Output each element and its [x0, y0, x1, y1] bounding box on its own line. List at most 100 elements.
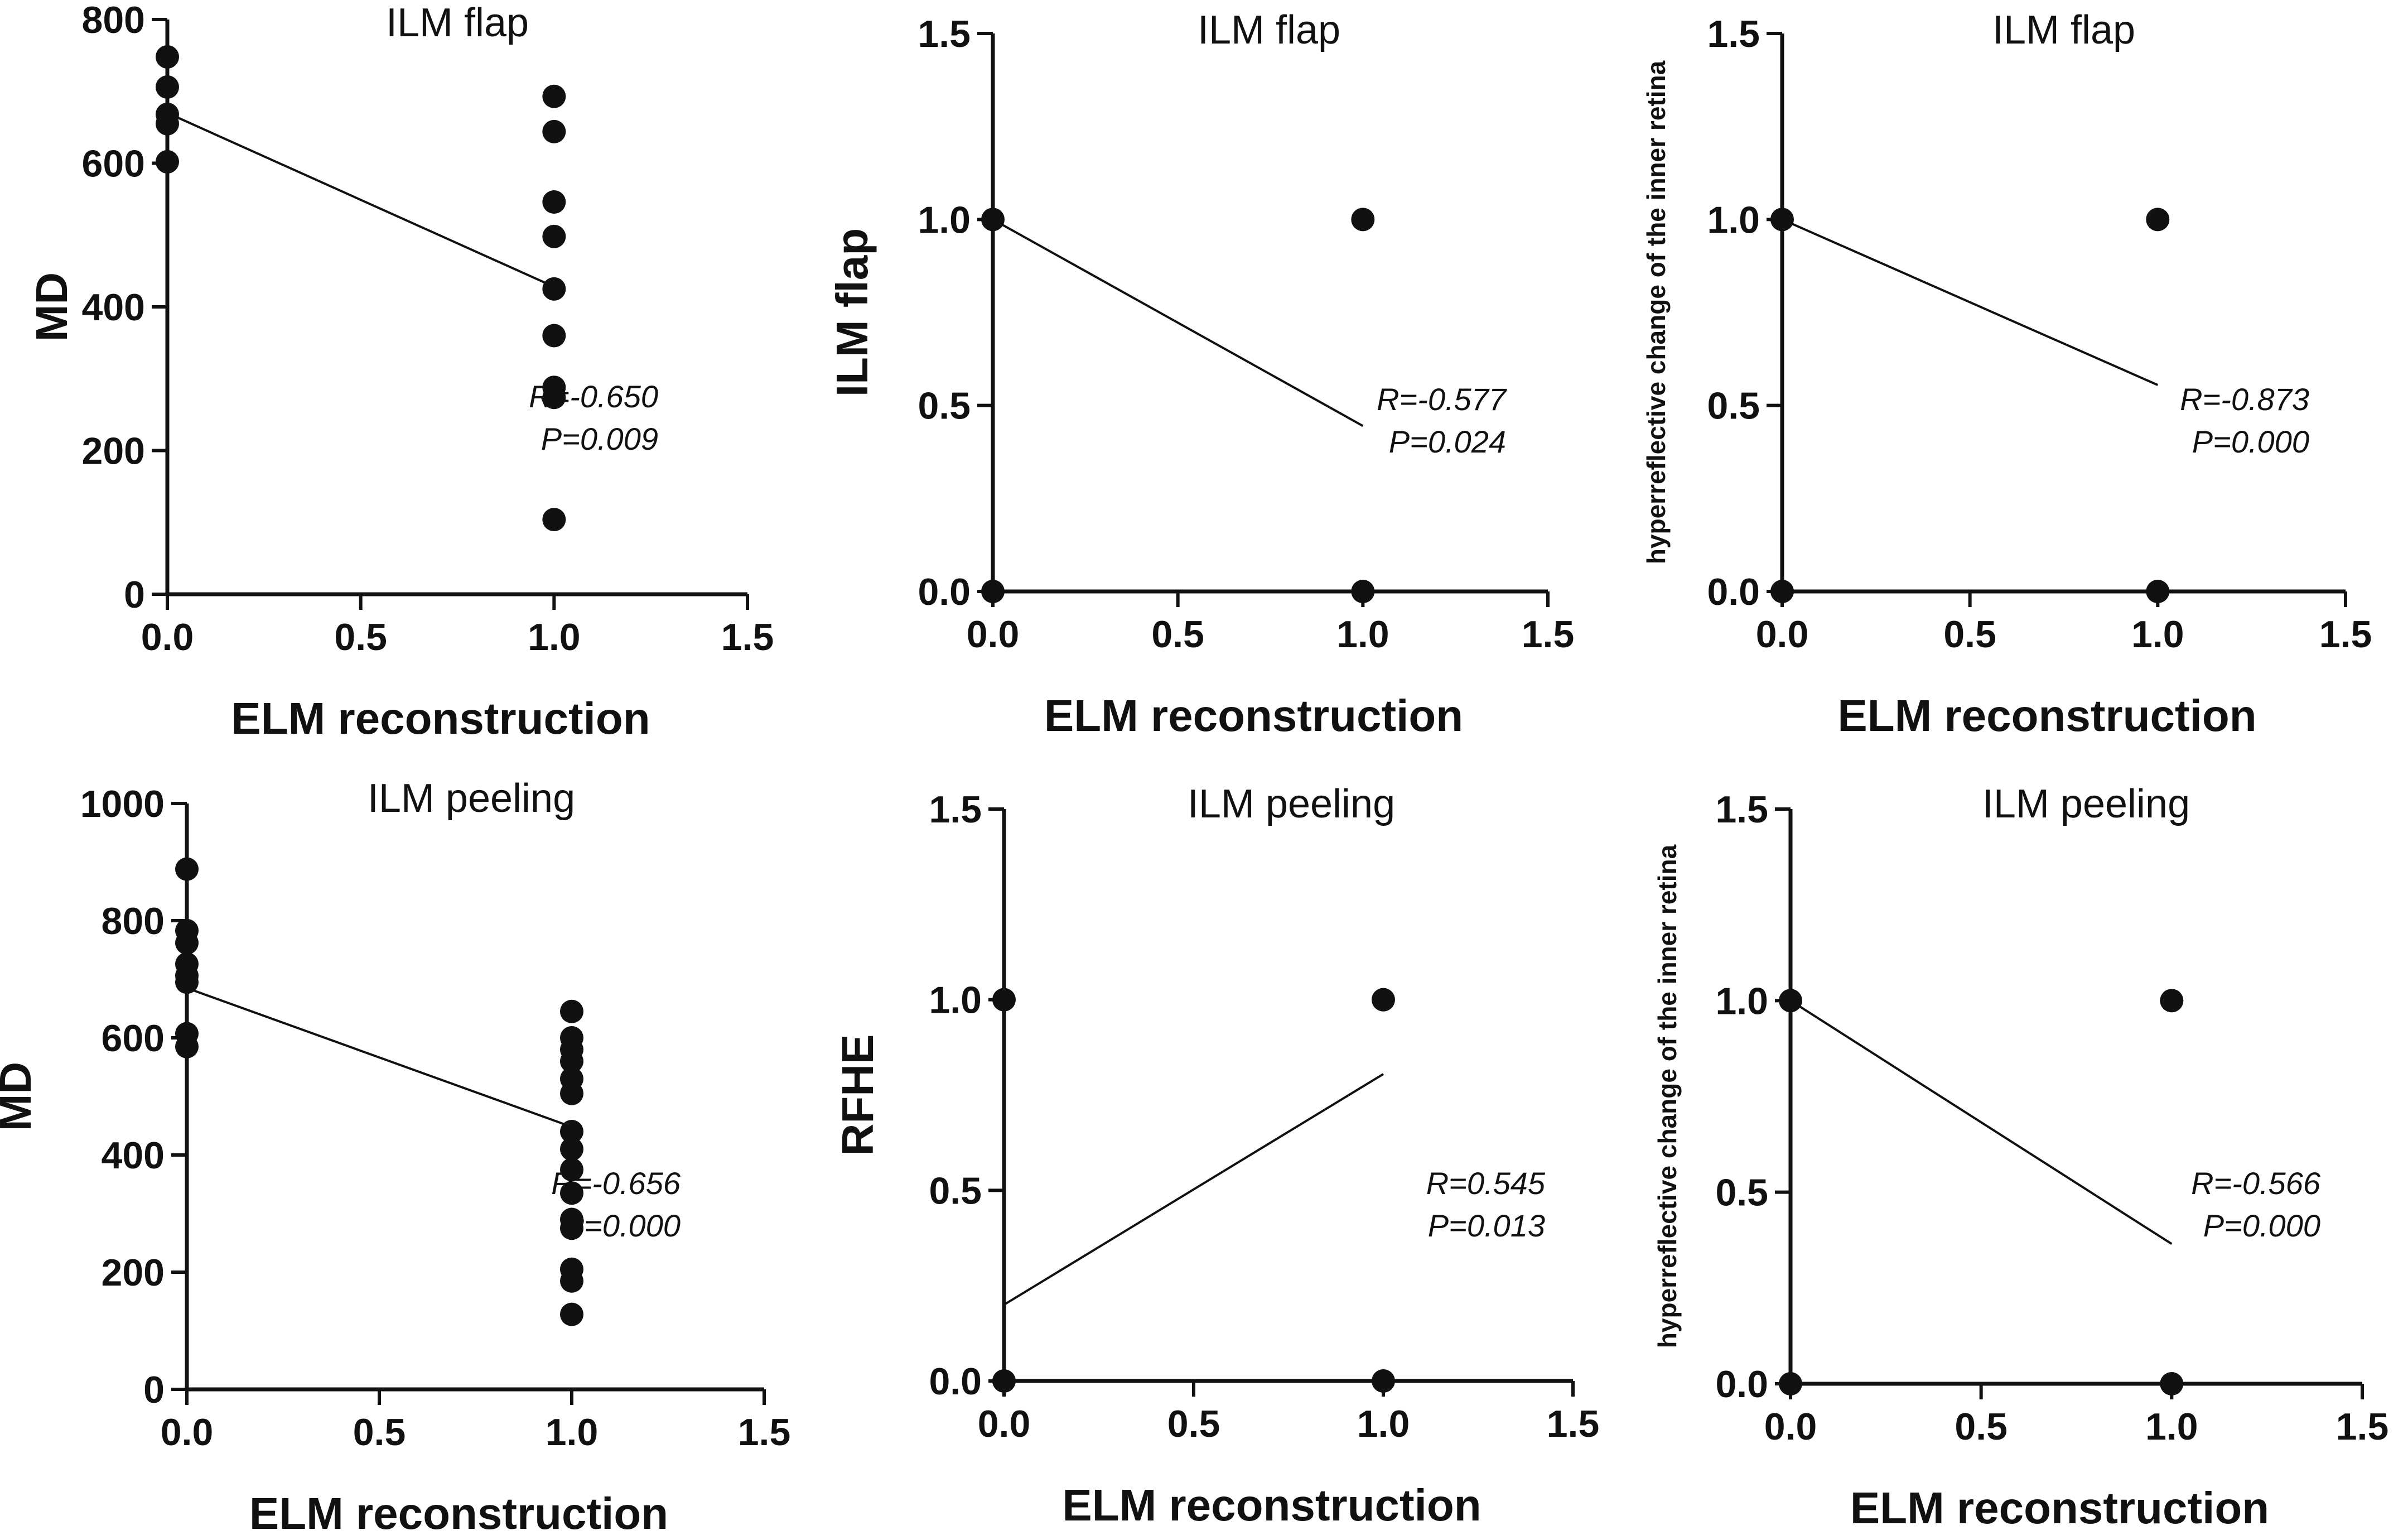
panel-4-y-tick-label: 400: [102, 1134, 165, 1177]
panel-6-data-point: [2160, 989, 2184, 1013]
panel-2-data-point: [981, 208, 1005, 232]
panel-3-y-tick-label: 1.0: [1707, 199, 1760, 241]
panel-1-data-point: [542, 386, 566, 410]
panel-1-data-point: [542, 324, 566, 348]
panel-3-title: ILM flap: [1992, 8, 2135, 52]
panel-1-data-point: [156, 75, 179, 99]
panel-4-y-tick-label: 0: [143, 1369, 165, 1411]
panel-4-data-point: [560, 1120, 583, 1143]
panel-2-x-tick-label: 1.5: [1522, 613, 1575, 656]
panel-4-data-point: [175, 931, 199, 955]
panel-3-y-axis-title: hyperreflective change of the inner reti…: [1642, 60, 1671, 564]
panel-1-data-point: [156, 45, 179, 69]
panel-4-x-tick-label: 1.0: [546, 1411, 599, 1454]
panel-3-x-tick-label: 1.5: [2319, 613, 2372, 656]
panel-4-data-point: [560, 1302, 583, 1326]
panel-2-y-tick-label: 0.5: [918, 385, 971, 427]
panel-1-data-point: [542, 84, 566, 108]
panel-4-data-point: [560, 1081, 583, 1105]
panel-4-y-tick-label: 200: [102, 1252, 165, 1294]
panel-4-y-tick-label: 600: [102, 1017, 165, 1060]
panel-4-x-axis-title: ELM reconstruction: [249, 1489, 668, 1538]
panel-2-stat-r: R=-0.577: [1377, 382, 1507, 417]
panel-1-y-tick-label: 0: [124, 574, 145, 616]
panel-5-x-tick-label: 0.0: [978, 1403, 1031, 1445]
panel-6-stat-p: P=0.000: [2203, 1208, 2320, 1243]
panel-5-stat-p: P=0.013: [1428, 1208, 1545, 1243]
panel-4-stat-p: P=0.000: [563, 1208, 681, 1243]
panel-4-stat-r: R=-0.656: [551, 1166, 681, 1201]
panel-2-x-tick-label: 0.0: [967, 613, 1020, 656]
panel-4-data-point: [560, 999, 583, 1023]
panel-2-stat-p: P=0.024: [1389, 424, 1506, 459]
panel-4-y-axis-title: MD: [0, 1062, 40, 1131]
panel-4-y-tick-label: 800: [102, 900, 165, 942]
panel-3-data-point: [2146, 208, 2170, 232]
panel-1-x-tick-label: 0.5: [334, 616, 387, 658]
panel-6-x-axis-title: ELM reconstruction: [1850, 1483, 2269, 1533]
panel-6-stat-r: R=-0.566: [2191, 1166, 2321, 1201]
panel-3-x-axis-title: ELM reconstruction: [1837, 691, 2256, 740]
panel-3-y-tick-label: 1.5: [1707, 13, 1760, 55]
panel-6-x-tick-label: 0.0: [1764, 1406, 1817, 1448]
panel-4-x-tick-label: 1.5: [738, 1411, 791, 1454]
panel-5-data-point: [992, 988, 1016, 1012]
panel-5-y-tick-label: 1.5: [929, 788, 982, 831]
panel-6-x-tick-label: 1.5: [2336, 1406, 2389, 1448]
panel-4-fit-line: [186, 986, 572, 1128]
panel-2-x-axis-title: ELM reconstruction: [1044, 691, 1463, 740]
panel-3-data-point: [1770, 208, 1794, 232]
panel-2-y-tick-label: 0.0: [918, 571, 971, 613]
panel-1-data-point: [156, 150, 179, 174]
panel-3-data-point: [2146, 580, 2170, 603]
panel-5-title: ILM peeling: [1188, 782, 1395, 826]
panel-4-data-point: [560, 1158, 583, 1182]
panel-3-x-tick-label: 0.0: [1756, 613, 1809, 656]
panel-5-data-point: [1372, 1369, 1395, 1393]
panel-6-y-tick-label: 1.5: [1715, 788, 1768, 831]
panel-5-y-axis-title: RFHE: [833, 1034, 882, 1156]
panel-1-x-tick-label: 1.5: [721, 616, 774, 658]
panel-2-data-point: [1351, 580, 1375, 603]
panel-4-x-tick-label: 0.5: [353, 1411, 406, 1454]
panel-4-data-point: [560, 1050, 583, 1073]
panel-1-y-tick-label: 400: [82, 286, 145, 329]
panel-5-data-point: [1372, 988, 1395, 1012]
panel-1-data-point: [542, 508, 566, 532]
panel-6-data-point: [1779, 1372, 1802, 1395]
panel-5-x-axis-title: ELM reconstruction: [1062, 1480, 1481, 1530]
panel-1-data-point: [542, 119, 566, 143]
panel-2-y-tick-label: 1.5: [918, 13, 971, 55]
panel-3-data-point: [1770, 580, 1794, 603]
panel-6-x-tick-label: 1.0: [2145, 1406, 2198, 1448]
panel-3-x-tick-label: 1.0: [2131, 613, 2184, 656]
panel-5-x-tick-label: 1.0: [1357, 1403, 1410, 1445]
panel-6-data-point: [1779, 989, 1802, 1013]
panel-4-data-point: [175, 970, 199, 994]
panel-1-y-tick-label: 200: [82, 430, 145, 473]
panel-3-stat-p: P=0.000: [2192, 424, 2309, 459]
panel-2-data-point: [981, 580, 1005, 603]
panel-5-y-tick-label: 1.0: [929, 979, 982, 1022]
panel-4-data-point: [560, 1216, 583, 1240]
panel-2-fit-line: [992, 218, 1364, 427]
panel-6-title: ILM peeling: [1982, 782, 2190, 826]
panel-6-y-axis-title: hyperreflective change of the inner reti…: [1653, 844, 1682, 1348]
panel-1-x-tick-label: 1.0: [528, 616, 581, 658]
panel-1-stat-r: R=-0.650: [529, 379, 658, 414]
panel-1-y-tick-label: 800: [82, 0, 145, 41]
panel-2-x-tick-label: 0.5: [1151, 613, 1204, 656]
panel-4-data-point: [175, 1034, 199, 1058]
panel-1-title: ILM flap: [386, 1, 529, 45]
panel-1-stat-p: P=0.009: [541, 421, 658, 456]
panel-1-data-point: [542, 224, 566, 248]
panel-6-data-point: [2160, 1372, 2184, 1395]
panel-2-x-tick-label: 1.0: [1336, 613, 1389, 656]
panel-3-y-tick-label: 0.0: [1707, 571, 1760, 613]
panel-3-stat-r: R=-0.873: [2180, 382, 2309, 417]
panel-6-y-tick-label: 1.0: [1715, 980, 1768, 1022]
panel-4-data-point: [560, 1137, 583, 1161]
panel-2-title: ILM flap: [1198, 8, 1340, 52]
